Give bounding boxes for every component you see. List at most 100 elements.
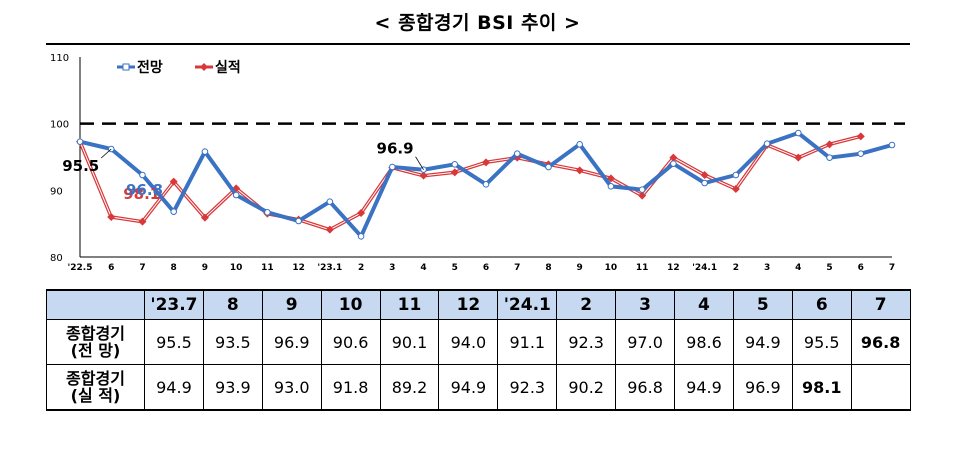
actual-point <box>138 217 147 226</box>
table-header-cell: 3 <box>615 289 676 320</box>
actual-point <box>731 185 740 193</box>
legend-actual-label: 실적 <box>215 59 241 76</box>
legend-actual-marker <box>200 63 208 71</box>
forecast-point <box>139 171 146 179</box>
table-cell: 97.0 <box>615 319 676 365</box>
annotation-leader <box>415 156 424 170</box>
actual-point <box>700 171 709 179</box>
table-cell: 94.9 <box>732 319 793 365</box>
x-tick-label: 3 <box>764 263 770 273</box>
x-tick-label: 10 <box>230 263 243 273</box>
y-tick-label: 90 <box>50 186 63 197</box>
table-cell: 92.3 <box>556 319 617 365</box>
forecast-point <box>638 186 646 193</box>
actual-point <box>575 166 584 175</box>
x-tick-label: 7 <box>514 263 520 273</box>
table-cell: 92.3 <box>497 364 558 411</box>
table-cell: 94.9 <box>438 364 499 411</box>
line-chart: 80 90 100 110 '22.5 6 7 8 9 10 11 12 '23.1 2 3 4 5 6 7 8 9 1… <box>46 43 910 273</box>
actual-point <box>669 153 678 162</box>
chart-title: < 종합경기 BSI 추이 > <box>374 12 581 34</box>
forecast-point <box>888 141 896 149</box>
table-header-cell: '24.1 <box>497 289 558 320</box>
table-header-cell: 8 <box>202 289 263 320</box>
x-tick-label: 8 <box>171 263 177 273</box>
x-tick-label: 6 <box>108 263 114 273</box>
x-tick-label: 4 <box>420 263 426 273</box>
forecast-point <box>701 179 708 187</box>
table-corner-cell <box>46 289 145 320</box>
table-cell: 93.9 <box>202 364 263 411</box>
y-tick-label: 100 <box>50 120 69 131</box>
series-actual-line <box>78 134 862 232</box>
table-header-row: '23.7 8 9 10 11 12'24.1 2 3 4 5 6 7 <box>46 289 911 320</box>
actual-point <box>794 153 803 162</box>
bsi-table: '23.7 8 9 10 11 12'24.1 2 3 4 5 6 7 종합경기 (전 망) 95.5 93.… <box>46 289 911 411</box>
actual-point <box>419 171 428 180</box>
forecast-point <box>826 154 833 161</box>
forecast-point <box>732 171 740 179</box>
series-actual-line-inner <box>79 135 861 231</box>
table-cell: 93.5 <box>202 319 263 365</box>
table-cell: 90.1 <box>379 319 440 365</box>
forecast-point <box>76 138 84 145</box>
forecast-point <box>264 209 271 216</box>
legend-forecast-marker <box>122 63 130 71</box>
table-cell: 93.0 <box>261 364 322 411</box>
y-tick-label: 110 <box>50 53 69 64</box>
x-tick-label: 12 <box>292 263 305 273</box>
table-header-cell: 12 <box>438 289 499 320</box>
forecast-point <box>170 208 177 215</box>
forecast-point <box>357 233 365 240</box>
x-tick-label: '22.5 <box>68 263 93 273</box>
row-label-line2: (전 망) <box>70 341 121 360</box>
table-cell: 91.8 <box>320 364 381 411</box>
table-header-cell: 7 <box>850 289 911 320</box>
y-tick-label: 80 <box>50 253 63 264</box>
x-tick-label: '23.1 <box>317 263 342 273</box>
row-label-line2: (실 적) <box>70 386 121 405</box>
table-header-cell: 2 <box>556 289 617 320</box>
table-header-cell: '23.7 <box>144 289 204 320</box>
forecast-point <box>513 150 521 157</box>
x-tick-label: 6 <box>483 263 489 273</box>
table-header-cell: 11 <box>379 289 440 320</box>
x-tick-label: 11 <box>261 263 274 273</box>
annotation-label: 96.9 <box>377 140 414 158</box>
table-cell: 94.9 <box>144 364 204 411</box>
x-tick-label: 3 <box>389 263 395 273</box>
actual-point <box>825 140 834 149</box>
forecast-point <box>389 163 396 171</box>
table-cell: 91.1 <box>497 319 558 365</box>
annotation-label: 98.1 <box>123 185 160 203</box>
actual-point <box>357 209 366 217</box>
forecast-point <box>607 183 615 190</box>
table-header-cell: 10 <box>320 289 381 320</box>
x-tick-label: 5 <box>452 263 458 273</box>
legend: 전망 실적 <box>117 59 241 76</box>
table-cell: 98.1 <box>791 364 852 411</box>
x-tick-label: 7 <box>139 263 145 273</box>
x-tick-label: 2 <box>358 263 364 273</box>
x-tick-label: 8 <box>545 263 551 273</box>
forecast-point <box>763 140 771 147</box>
actual-point <box>482 158 490 167</box>
x-tick-label: 5 <box>826 263 832 273</box>
forecast-point <box>576 141 583 148</box>
annotation-leader <box>100 148 112 159</box>
table-cell: 90.2 <box>556 364 617 411</box>
table-cell: 89.2 <box>379 364 440 411</box>
table-header-cell: 9 <box>261 289 322 320</box>
actual-point <box>200 213 209 222</box>
forecast-point <box>232 191 240 199</box>
table-cell: 96.9 <box>732 364 793 411</box>
actual-point <box>325 225 334 234</box>
x-tick-label: 9 <box>577 263 583 273</box>
forecast-point <box>545 163 552 171</box>
table-cell: 95.5 <box>144 319 204 365</box>
x-tick-label: 11 <box>636 263 649 273</box>
forecast-point <box>326 198 334 205</box>
table-cell: 95.5 <box>791 319 852 365</box>
annotation-label: 96.8 <box>126 181 163 199</box>
x-tick-label: 7 <box>889 263 895 273</box>
